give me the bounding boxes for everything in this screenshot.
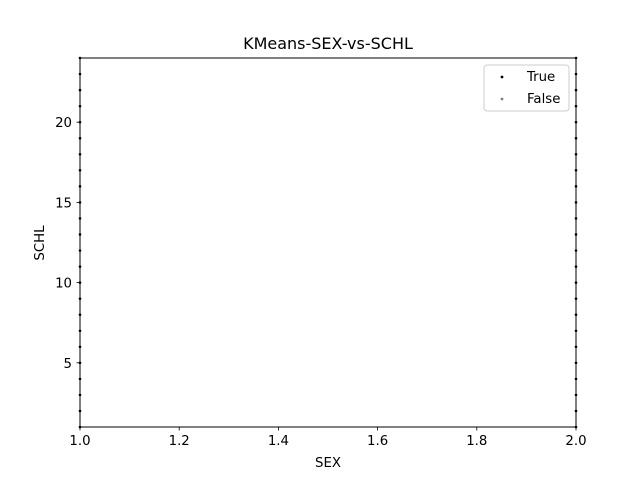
y-axis: 5 10 15 20 [55,116,80,372]
x-axis: 1.0 1.2 1.4 1.6 1.8 2.0 [69,427,587,449]
x-tick-label-5: 2.0 [565,434,586,449]
y-tick-label-0: 5 [64,357,72,372]
y-tick-label-3: 20 [55,116,72,131]
y-tick-label-2: 15 [55,196,72,211]
x-tick-label-2: 1.4 [268,434,289,449]
points-layer [78,56,578,429]
x-tick-label-3: 1.6 [367,434,388,449]
legend-box [483,64,570,112]
plot-frame [79,57,577,428]
x-axis-label: SEX [315,456,341,471]
x-tick-label-1: 1.2 [169,434,190,449]
legend-marker-false [500,97,504,101]
legend-marker-true [500,75,504,79]
legend: True False [483,64,570,112]
legend-label-false: False [527,92,560,107]
legend-label-true: True [526,70,555,85]
chart-title: KMeans-SEX-vs-SCHL [243,34,413,53]
y-tick-label-1: 10 [55,277,72,292]
y-axis-label: SCHL [33,225,48,261]
x-tick-label-4: 1.8 [466,434,487,449]
x-tick-label-0: 1.0 [69,434,90,449]
